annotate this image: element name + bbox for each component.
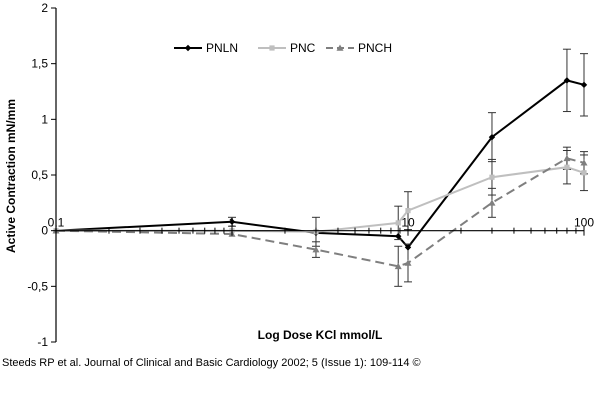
legend-label-pnch: PNCH [358, 41, 392, 55]
legend-label-pnc: PNC [290, 41, 316, 55]
y-tick-label: 0,5 [31, 168, 48, 182]
y-tick-label: 1,5 [31, 57, 48, 71]
series-markers [52, 77, 588, 270]
legend-marker-pnln [184, 44, 192, 52]
legend-item-pnln: PNLN [174, 41, 238, 55]
y-tick-label: 0 [41, 224, 48, 238]
marker-pnln [488, 133, 496, 141]
legend-item-pnc: PNC [258, 41, 316, 55]
marker-pnch [580, 159, 588, 166]
marker-pnch [563, 154, 571, 162]
y-tick-label: 1 [41, 112, 48, 126]
marker-pnln [404, 244, 412, 251]
marker-pnch [312, 246, 320, 253]
y-axis-label: Active Contraction mN/mm [4, 99, 18, 253]
tick-labels: 2 1,5 1 0,5 0 -0,5 -1 0,1 1 10 100 [27, 1, 594, 349]
legend: PNLN PNC PNCH [174, 41, 392, 55]
marker-pnc [581, 170, 587, 176]
y-tick-label: -0,5 [27, 279, 48, 293]
legend-label-pnln: PNLN [206, 41, 238, 55]
legend-item-pnch: PNCH [326, 41, 392, 55]
x-tick-label: 10 [401, 216, 415, 230]
marker-pnc [405, 208, 411, 214]
legend-marker-pnc [269, 45, 275, 51]
series-line-pnln [55, 79, 585, 249]
citation-text: Steeds RP et al. Journal of Clinical and… [2, 357, 421, 369]
marker-pnc [489, 174, 495, 180]
error-bars [228, 48, 588, 287]
line-chart: 2 1,5 1 0,5 0 -0,5 -1 0,1 1 10 100 Log Dose KCl mm… [4, 1, 594, 349]
marker-pnch [394, 262, 402, 270]
marker-pnch [488, 199, 496, 206]
legend-marker-pnch [336, 44, 344, 51]
marker-pnc [564, 164, 570, 170]
marker-pnch [404, 259, 412, 266]
x-tick-label: 100 [574, 216, 594, 230]
x-tick-label: 1 [229, 216, 236, 230]
x-axis-label: Log Dose KCl mmol/L [258, 328, 383, 342]
marker-pnln [228, 218, 236, 225]
y-tick-label: -1 [37, 335, 48, 349]
marker-pnln [395, 233, 402, 240]
marker-pnln [580, 81, 588, 89]
y-tick-label: 2 [41, 1, 48, 15]
series-line-pnch [55, 157, 585, 268]
marker-pnln [563, 77, 571, 84]
series-line-pnc [56, 166, 585, 233]
x-tick-label: 0,1 [48, 216, 65, 230]
axes [51, 7, 585, 343]
series-lines [55, 79, 585, 268]
marker-pnc [395, 220, 401, 226]
